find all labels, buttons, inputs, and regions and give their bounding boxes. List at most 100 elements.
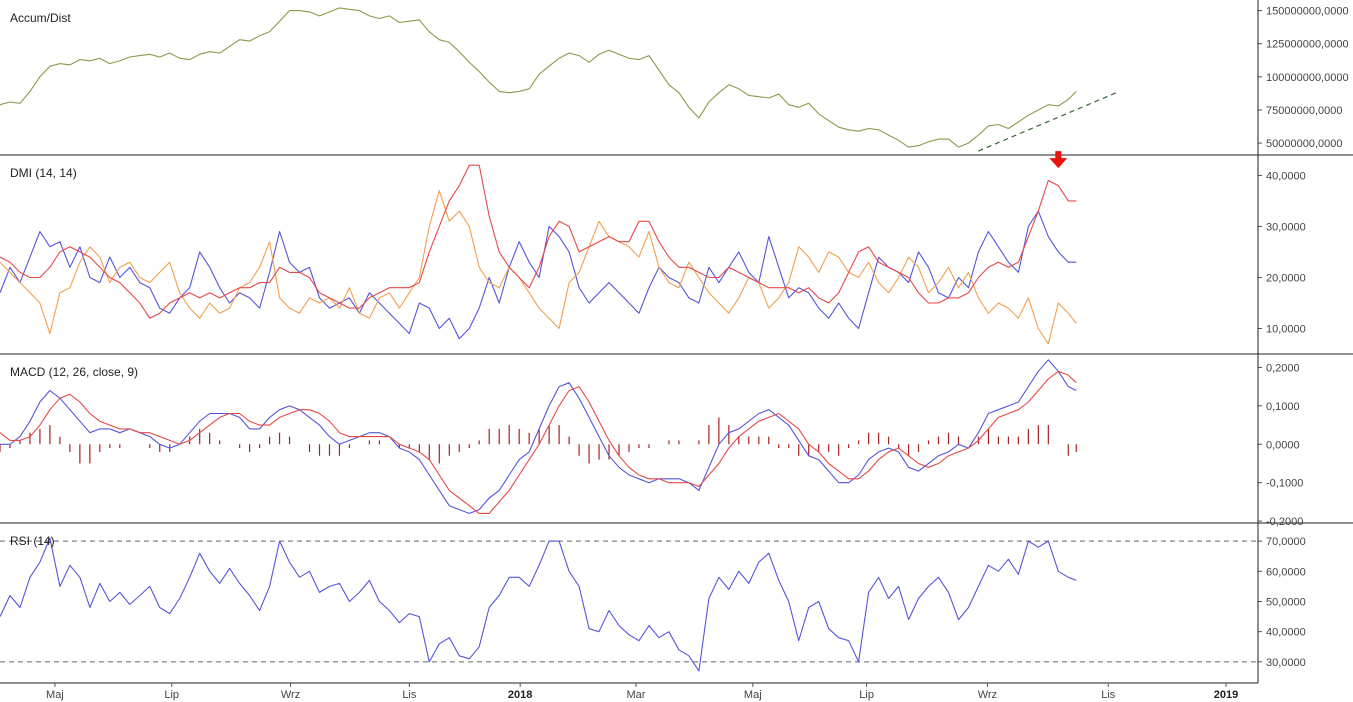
rsi-y-tick-label: 70,0000 [1266,536,1306,548]
macd-histogram-bar [638,444,640,449]
accum-dist-y-tick-label: 150000000,0000 [1266,6,1349,18]
macd-histogram-bar [778,444,780,449]
macd-series-line-0[interactable] [0,359,1077,514]
macd-histogram-bar [648,444,650,449]
rsi-title: RSI (14) [10,534,55,548]
macd-histogram-bar [99,444,101,452]
dmi-series-line-2[interactable] [0,164,1077,319]
macd-histogram-bar [0,444,1,452]
macd-histogram-bar [338,444,341,456]
macd-histogram-bar [488,428,490,445]
macd-histogram-bar [828,444,830,452]
macd-histogram-bar [548,425,550,445]
macd-y-tick-label: 0,0000 [1266,439,1300,451]
dmi-series-line-0[interactable] [0,210,1077,340]
macd-histogram-bar [598,444,600,460]
macd-histogram-bar [818,444,820,452]
macd-histogram-bar [49,425,51,445]
rsi-series-line-0[interactable] [0,537,1077,672]
macd-histogram-bar [59,436,61,445]
x-tick-label: Lis [1101,689,1116,701]
macd-histogram-bar [159,444,161,452]
rsi-y-tick-label: 40,0000 [1266,627,1306,639]
dmi-y-tick-label: 20,0000 [1266,272,1306,284]
macd-histogram-bar [708,425,710,445]
accum-dist-y-tick-label: 100000000,0000 [1266,72,1349,84]
macd-histogram-bar [448,444,450,456]
rsi-y-tick-label: 60,0000 [1266,566,1306,578]
x-tick-label: Mar [627,689,646,701]
macd-histogram-bar [538,428,540,445]
accum-dist-y-tick-label: 125000000,0000 [1266,39,1349,51]
macd-y-tick-label: -0,1000 [1266,478,1303,490]
macd-histogram-bar [348,444,351,449]
macd-histogram-bar [1037,425,1039,445]
macd-histogram-bar [917,444,920,452]
macd-series-line-1[interactable] [0,370,1077,514]
macd-histogram-bar [887,436,890,445]
macd-histogram-bar [398,444,400,449]
macd-histogram-bar [278,432,281,445]
macd-histogram-bar [728,425,730,445]
macd-histogram-bar [858,440,860,445]
macd-histogram-bar [408,444,410,449]
macd-histogram-bar [428,444,430,460]
macd-histogram-bar [788,444,790,449]
red-arrow-icon [1049,151,1068,169]
macd-histogram-bar [308,444,311,452]
macd-histogram-bar [249,444,251,452]
macd-histogram-bar [628,444,630,452]
macd-histogram-bar [618,444,620,456]
x-tick-label: Lip [164,689,179,701]
macd-histogram-bar [478,440,480,445]
macd-histogram-bar [209,432,211,445]
rsi-y-tick-label: 50,0000 [1266,596,1306,608]
macd-histogram-bar [9,444,11,449]
macd-histogram-bar [588,444,590,464]
macd-histogram-bar [578,444,580,456]
macd-histogram-bar [927,440,930,445]
macd-histogram-bar [119,444,121,449]
macd-histogram-bar [838,444,840,456]
dmi-series-line-1[interactable] [0,190,1077,345]
macd-histogram-bar [1067,444,1069,456]
macd-histogram-bar [468,444,470,449]
macd-histogram-bar [768,436,770,445]
macd-histogram-bar [907,444,910,456]
x-tick-label: Maj [744,689,762,701]
dmi-y-tick-label: 40,0000 [1266,170,1306,182]
macd-histogram-bar [698,440,700,445]
macd-histogram-bar [19,440,21,445]
dmi-title: DMI (14, 14) [10,166,77,180]
trendline[interactable] [978,92,1117,152]
macd-histogram-bar [878,432,880,445]
accum-dist-y-tick-label: 50000000,0000 [1266,138,1342,150]
macd-histogram-bar [39,428,41,445]
x-tick-label: Maj [46,689,64,701]
macd-histogram-bar [109,444,111,449]
macd-histogram-bar [558,425,560,445]
macd-histogram-bar [89,444,91,464]
x-tick-label: Wrz [281,689,300,701]
macd-histogram-bar [508,425,510,445]
macd-histogram-bar [758,436,760,445]
macd-histogram-bar [1007,436,1009,445]
macd-histogram-bar [808,444,810,456]
macd-histogram-bar [848,444,850,449]
macd-histogram-bar [199,428,201,445]
macd-histogram-bar [748,436,750,445]
macd-histogram-bar [29,432,31,445]
macd-histogram-bar [957,436,960,445]
macd-histogram-bar [258,444,261,449]
dmi-y-tick-label: 10,0000 [1266,323,1306,335]
dmi-y-tick-label: 30,0000 [1266,221,1306,233]
macd-y-tick-label: 0,2000 [1266,362,1300,374]
accum-dist-series-line-0[interactable] [0,7,1077,148]
macd-histogram-bar [378,440,380,445]
macd-histogram-bar [668,440,670,445]
macd-histogram-bar [239,444,241,449]
macd-histogram-bar [149,444,151,449]
macd-histogram-bar [718,417,720,445]
macd-histogram-bar [798,444,800,456]
